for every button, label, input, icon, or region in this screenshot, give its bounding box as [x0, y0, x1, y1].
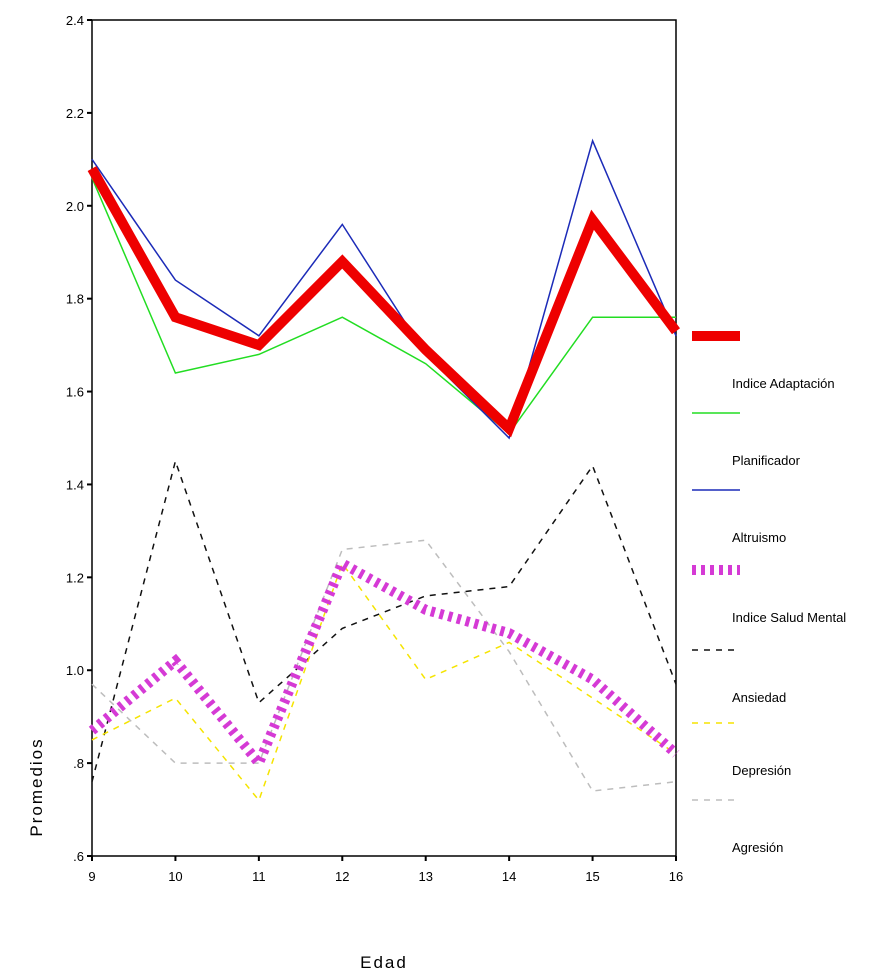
y-tick-label: 1.2 [66, 570, 84, 585]
series-line-0 [87, 166, 681, 438]
y-tick-label: 1.0 [66, 663, 84, 678]
plot-frame [91, 19, 677, 857]
x-tick-label: 16 [669, 869, 683, 884]
series-lines [87, 138, 681, 802]
y-tick-label: 1.8 [66, 292, 84, 307]
legend-label-4: Ansiedad [732, 690, 786, 705]
legend: Indice Adaptación Planificador Altruismo In… [692, 331, 846, 855]
y-tick-label: 2.2 [66, 106, 84, 121]
series-line-6 [91, 539, 677, 792]
y-tick-label: .6 [73, 849, 84, 864]
legend-label-2: Altruismo [732, 530, 786, 545]
x-tick-label: 14 [502, 869, 516, 884]
x-tick-label: 15 [585, 869, 599, 884]
x-axis-title: Edad [360, 953, 408, 972]
y-tick-label: 1.4 [66, 477, 84, 492]
series-line-1 [91, 177, 676, 435]
x-tick-label: 12 [335, 869, 349, 884]
x-tick-label: 13 [418, 869, 432, 884]
legend-label-6: Agresión [732, 840, 783, 855]
y-tick-label: 1.6 [66, 385, 84, 400]
x-tick-label: 10 [168, 869, 182, 884]
y-tick-label: .8 [73, 756, 84, 771]
x-tick-label: 11 [252, 869, 266, 884]
series-line-4 [91, 458, 677, 782]
series-line-2 [91, 138, 677, 440]
legend-label-3: Indice Salud Mental [732, 610, 846, 625]
y-axis-title: Promedios [27, 737, 46, 836]
legend-label-1: Planificador [732, 453, 801, 468]
x-axis: 9 10 11 12 13 14 15 16 [88, 856, 683, 884]
legend-label-5: Depresión [732, 763, 791, 778]
series-line-3 [88, 556, 680, 773]
y-tick-label: 2.0 [66, 199, 84, 214]
y-axis: .6 .8 1.0 1.2 1.4 1.6 1.8 2.0 2.2 2.4 [66, 13, 92, 864]
plot-border [91, 19, 677, 857]
legend-label-0: Indice Adaptación [732, 376, 835, 391]
y-tick-label: 2.4 [66, 13, 84, 28]
x-tick-label: 9 [88, 869, 95, 884]
series-line-5 [91, 561, 677, 802]
